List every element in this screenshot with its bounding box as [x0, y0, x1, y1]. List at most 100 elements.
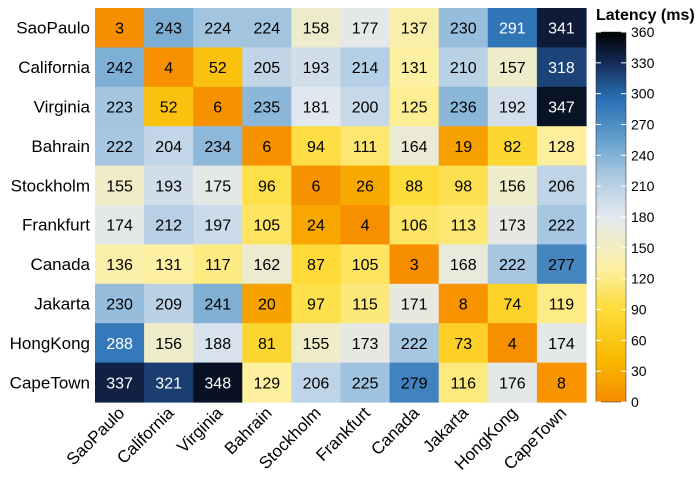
row-label: Frankfurt	[22, 216, 90, 235]
heatmap-cell	[340, 244, 391, 285]
heatmap-cell	[193, 205, 243, 245]
cell-value-label: 106	[401, 218, 428, 235]
heatmap-cell	[487, 8, 538, 48]
cell-value-label: 210	[450, 60, 477, 77]
heatmap-cell	[340, 86, 391, 127]
heatmap-cell	[487, 323, 538, 364]
row-label: Canada	[30, 255, 90, 274]
cell-value-label: 176	[499, 375, 526, 392]
legend-tick-label: 210	[631, 178, 655, 194]
row-label: SaoPaulo	[16, 19, 90, 38]
cell-value-label: 94	[307, 139, 325, 156]
heatmap-cell	[193, 47, 243, 88]
cell-value-label: 181	[303, 100, 330, 117]
heatmap-cell	[242, 283, 292, 324]
cell-value-label: 279	[401, 375, 428, 392]
cell-value-label: 155	[303, 336, 330, 353]
cell-value-label: 230	[450, 21, 477, 38]
cell-value-label: 242	[106, 60, 133, 77]
cell-value-label: 98	[454, 178, 472, 195]
heatmap-cell	[193, 323, 243, 364]
cell-value-label: 6	[213, 100, 222, 117]
heatmap-cell	[438, 47, 489, 88]
cell-value-label: 105	[253, 218, 280, 235]
heatmap-cell	[144, 86, 194, 127]
heatmap-cell	[438, 283, 489, 324]
heatmap-cell	[193, 8, 243, 48]
cell-value-label: 206	[303, 375, 330, 392]
heatmap-cell	[144, 126, 194, 167]
heatmap-cell	[291, 283, 342, 324]
cell-value-label: 115	[352, 297, 378, 314]
heatmap-cell	[389, 362, 440, 403]
heatmap-cell	[536, 323, 587, 364]
heatmap-cell	[291, 362, 342, 403]
cell-value-label: 192	[499, 100, 526, 117]
heatmap-cell	[95, 244, 145, 285]
cell-value-label: 3	[410, 257, 419, 274]
cell-value-label: 225	[352, 375, 379, 392]
cell-value-label: 222	[401, 336, 428, 353]
column-label: Virginia	[173, 403, 227, 457]
heatmap-cell	[291, 86, 342, 127]
cell-value-label: 6	[262, 139, 271, 156]
heatmap-cell	[193, 126, 243, 167]
heatmap-cell	[389, 126, 440, 167]
heatmap-cell	[487, 86, 538, 127]
column-label: Canada	[367, 403, 423, 459]
row-label: Bahrain	[31, 137, 90, 156]
cell-value-label: 131	[155, 257, 182, 274]
cell-value-label: 168	[450, 257, 477, 274]
cell-value-label: 318	[548, 60, 575, 77]
cell-value-label: 321	[155, 375, 182, 392]
cell-value-label: 113	[450, 218, 476, 235]
cell-value-label: 212	[155, 218, 182, 235]
cell-value-label: 81	[258, 336, 276, 353]
cell-value-label: 236	[450, 100, 477, 117]
heatmap-cell	[242, 165, 292, 206]
cell-value-label: 243	[155, 21, 182, 38]
heatmap-cell	[144, 205, 194, 245]
legend-tick-label: 30	[631, 363, 647, 379]
cell-value-label: 129	[253, 375, 280, 392]
row-labels: SaoPaulo California Virginia Bahrain Stockho…	[10, 19, 91, 393]
cell-value-label: 8	[459, 297, 468, 314]
color-legend: Latency (ms) 0 30 60 90 120 150 180 210 240 270 30…	[595, 7, 695, 410]
cell-value-label: 156	[499, 178, 526, 195]
cell-value-label: 224	[204, 21, 231, 38]
cell-value-label: 19	[454, 139, 472, 156]
legend-tick-label: 0	[631, 394, 639, 410]
cell-value-label: 288	[106, 336, 133, 353]
cell-value-label: 111	[353, 139, 377, 156]
legend-tick-label: 270	[631, 117, 655, 133]
cell-value-label: 97	[307, 297, 325, 314]
legend-tick-label: 150	[631, 240, 655, 256]
heatmap-cell	[95, 86, 145, 127]
cell-value-label: 235	[253, 100, 280, 117]
heatmap-cell	[291, 165, 342, 206]
heatmap-cell	[487, 126, 538, 167]
heatmap-cell	[95, 323, 145, 364]
cell-value-label: 88	[405, 178, 423, 195]
row-label: Stockholm	[11, 176, 90, 195]
cell-value-label: 277	[548, 257, 575, 274]
heatmap-cell	[95, 126, 145, 167]
heatmap-cell	[536, 8, 587, 48]
cell-value-label: 348	[204, 375, 231, 392]
heatmap-cell	[487, 244, 538, 285]
heatmap-cell	[389, 86, 440, 127]
cell-value-label: 337	[106, 375, 133, 392]
cell-value-label: 171	[401, 297, 428, 314]
cell-value-label: 222	[499, 257, 526, 274]
cell-value-label: 223	[106, 100, 133, 117]
cell-value-label: 117	[205, 257, 231, 274]
heatmap-cell	[95, 205, 145, 245]
heatmap-cell	[340, 8, 391, 48]
cell-value-label: 222	[548, 218, 575, 235]
cell-value-label: 188	[204, 336, 231, 353]
row-label: CapeTown	[10, 373, 90, 392]
heatmap-cell	[438, 165, 489, 206]
heatmap-cell	[95, 165, 145, 206]
legend-title: Latency (ms)	[596, 7, 695, 24]
heatmap-cell	[193, 165, 243, 206]
